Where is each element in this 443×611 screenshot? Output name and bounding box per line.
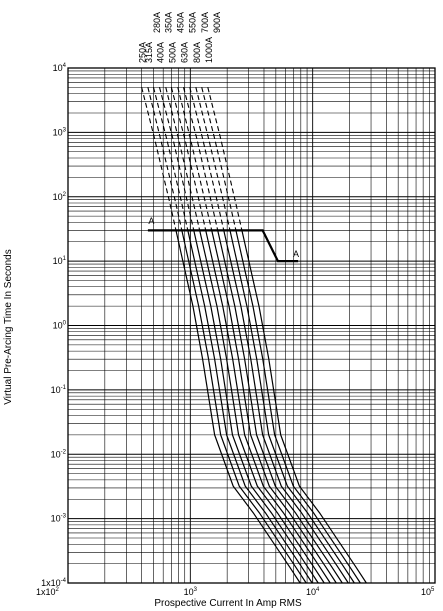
y-tick-label: 102: [53, 192, 67, 202]
curve-800A-solid: [229, 230, 355, 584]
x-tick-label: 105: [421, 587, 435, 597]
rating-label: 630A: [180, 42, 190, 63]
curve-400A-solid: [193, 230, 319, 584]
rating-label: 400A: [156, 42, 166, 63]
x-tick-label: 1x102: [36, 587, 60, 597]
rating-label: 500A: [167, 42, 177, 63]
curve-1000A-dashed: [207, 87, 243, 231]
curve-900A-solid: [235, 230, 361, 584]
curve-250A-dashed: [141, 87, 177, 231]
boundary-line-group: [147, 229, 299, 263]
y-tick-label: 103: [53, 127, 67, 137]
grid: [67, 68, 435, 584]
curve-800A-dashed: [195, 87, 231, 231]
curve-350A-solid: [187, 230, 313, 584]
curve-550A-dashed: [177, 87, 213, 231]
x-tick-label: 103: [184, 587, 198, 597]
rating-label: 1000A: [204, 37, 214, 63]
annotation-markers: AA: [148, 216, 299, 259]
curve-315A-dashed: [147, 87, 183, 231]
curve-1000A-solid: [241, 230, 367, 584]
rating-label: 280A: [152, 12, 162, 33]
curve-630A-dashed: [183, 87, 219, 231]
y-tick-label: 10-1: [51, 385, 67, 395]
curve-900A-dashed: [201, 87, 237, 231]
annotation-label: A: [148, 216, 154, 226]
rating-label: 315A: [144, 42, 154, 63]
curve-700A-dashed: [189, 87, 225, 231]
curve-350A-dashed: [152, 87, 189, 231]
curve-550A-solid: [211, 230, 337, 584]
y-tick-label: 104: [53, 63, 67, 73]
curve-450A-dashed: [165, 87, 201, 231]
rating-label: 250A: [138, 42, 148, 63]
plot-frame: [67, 67, 436, 584]
curve-700A-solid: [223, 230, 349, 584]
y-tick-label: 101: [53, 256, 67, 266]
rating-label: 550A: [188, 12, 198, 33]
curve-250A-solid: [175, 230, 301, 584]
y-axis-label: Virtual Pre-Arcing Time In Seconds: [3, 249, 14, 404]
annotation-label: A: [293, 249, 299, 259]
fuse-curves: [141, 87, 367, 584]
boundary-line: [147, 229, 299, 263]
rating-label: 800A: [192, 42, 202, 63]
y-tick-labels: 104 103 102 101 100 10-1 10-2 10-3 1x10-4: [41, 63, 67, 588]
rating-label: 700A: [200, 12, 210, 33]
curve-630A-solid: [217, 230, 343, 584]
x-axis-label: Prospective Current In Amp RMS: [154, 598, 302, 609]
x-tick-labels: 1x102 103 104 105: [36, 587, 435, 597]
y-tick-label: 10-3: [51, 514, 67, 524]
y-tick-label: 100: [53, 321, 67, 331]
rating-label: 450A: [175, 12, 185, 33]
y-tick-label: 10-2: [51, 449, 67, 459]
curve-315A-solid: [181, 230, 307, 584]
rating-label: 900A: [212, 12, 222, 33]
y-tick-label: 1x10-4: [41, 578, 67, 588]
curve-500A-solid: [205, 230, 331, 584]
curve-400A-dashed: [158, 87, 195, 231]
x-tick-label: 104: [306, 587, 320, 597]
rating-label: 350A: [164, 12, 174, 33]
curve-500A-dashed: [170, 87, 207, 231]
plot-border: [67, 67, 436, 584]
curve-450A-solid: [199, 230, 325, 584]
